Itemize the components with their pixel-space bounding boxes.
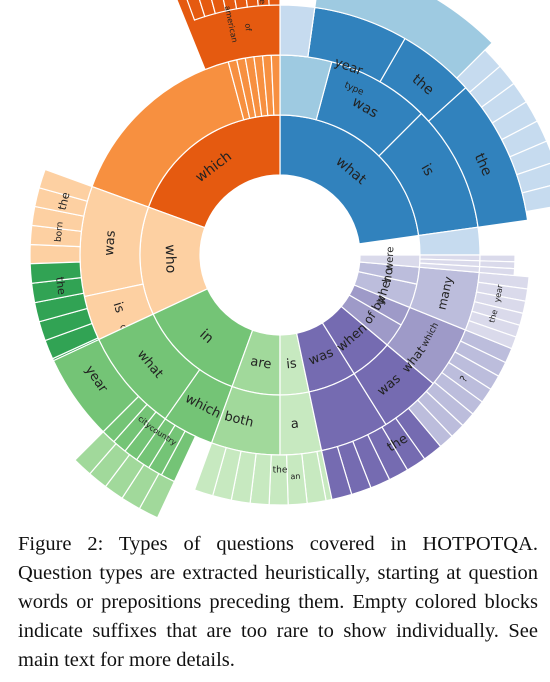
- segment-who-outer-green: [29, 261, 82, 284]
- segment-in-year: [52, 338, 140, 433]
- label-are: are: [249, 354, 272, 372]
- caption-prefix: Figure 2: Types of questions covered in …: [18, 533, 438, 555]
- label-many-the: the: [487, 309, 499, 324]
- segment-is-outer: [268, 454, 289, 506]
- figure-caption: Figure 2: Types of questions covered in …: [18, 530, 538, 675]
- segment-who-outer: [38, 168, 93, 202]
- segment-what-outer-thin: [521, 185, 550, 213]
- label-is-a: a: [290, 417, 299, 433]
- segment-in-which: [164, 368, 233, 444]
- segment-who-outer: [29, 243, 81, 265]
- caption-suffix: QA. Question types are extracted heurist…: [18, 533, 538, 671]
- segment-is-outer: [193, 442, 227, 497]
- label-which-the: the: [257, 0, 267, 5]
- segment-how-outer: [464, 319, 517, 350]
- label-many-year: year: [493, 283, 505, 303]
- label-are-both: both: [223, 409, 255, 431]
- segment-of-outer: [407, 399, 453, 448]
- segment-were-outer-thin: [478, 265, 516, 277]
- label-by: by: [369, 293, 388, 312]
- label-were: were: [385, 246, 397, 271]
- label-who-is: is: [110, 300, 128, 315]
- sunburst-chart: whatwasisthetheyeartypewhichofamericanth…: [29, 0, 550, 519]
- caption-smallcaps: OTPOT: [437, 533, 504, 555]
- label-who-was: was: [102, 230, 119, 257]
- label-is-an: an: [290, 472, 301, 482]
- label-is-the: the: [273, 466, 288, 476]
- label-is: is: [286, 356, 298, 372]
- label-who-the2: the: [53, 276, 68, 296]
- segment-in-outer-thin: [74, 430, 117, 475]
- label-by-q: ?: [458, 374, 470, 385]
- label-who: who: [162, 244, 179, 273]
- segment-which-outer-thin: [268, 0, 281, 6]
- segment-was-outer-thin: [320, 445, 353, 501]
- sunburst-figure: whatwasisthetheyeartypewhichofamericanth…: [29, 0, 550, 519]
- label-who-the: the: [56, 191, 73, 212]
- label-who-born: born: [54, 221, 66, 242]
- label-which-of: of: [243, 23, 253, 32]
- segment-top-light: [279, 4, 316, 58]
